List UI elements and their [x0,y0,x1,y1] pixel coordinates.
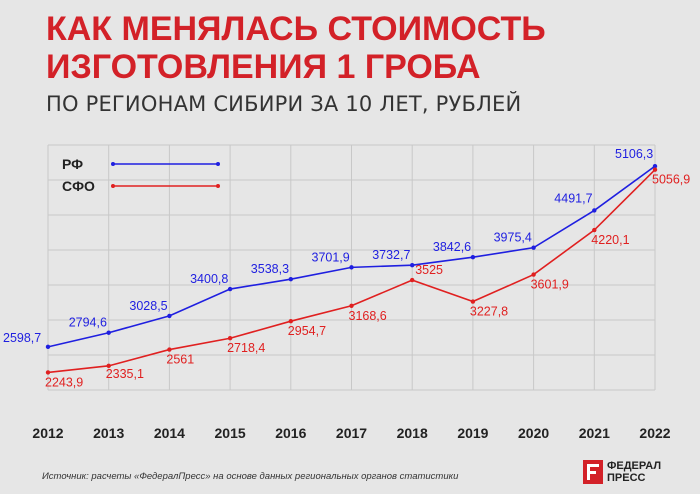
x-tick-label: 2017 [336,425,367,441]
data-point [410,262,415,268]
data-point [470,255,476,260]
legend-label: РФ [62,156,83,172]
legend-label: СФО [62,178,95,194]
data-label: 2598,7 [3,331,41,345]
data-point [652,167,658,172]
legend-marker [111,184,115,188]
x-tick-label: 2014 [154,425,185,441]
data-label: 5106,3 [615,147,653,161]
data-point [288,276,293,282]
x-tick-label: 2012 [32,425,63,441]
x-tick-label: 2022 [639,425,670,441]
data-point [106,363,111,369]
x-tick-label: 2013 [93,425,124,441]
data-point [227,336,233,341]
data-point [592,227,597,233]
data-label: 2718,4 [227,341,265,355]
data-point [410,277,415,283]
data-point [45,370,51,375]
data-label: 3732,7 [372,248,410,262]
data-point [45,344,51,350]
data-label: 3975,4 [494,231,532,245]
data-label: 2954,7 [288,324,326,338]
data-label: 3168,6 [349,309,387,323]
title-line-2: ИЗГОТОВЛЕНИЯ 1 ГРОБА [46,48,481,86]
data-label: 3701,9 [312,250,350,264]
data-label: 3400,8 [190,272,228,286]
chart-title: КАК МЕНЯЛАСЬ СТОИМОСТЬ ИЗГОТОВЛЕНИЯ 1 ГР… [46,10,646,86]
chart-subtitle: ПО РЕГИОНАМ СИБИРИ ЗА 10 ЛЕТ, РУБЛЕЙ [46,92,522,116]
data-point [349,303,354,308]
data-point [531,272,536,277]
data-label: 4220,1 [591,233,629,247]
data-point [592,208,597,213]
x-tick-label: 2019 [457,425,488,441]
legend-marker [111,162,115,166]
source-note: Источник: расчеты «ФедералПресс» на осно… [42,471,459,482]
logo-line-1: ФЕДЕРАЛ [607,460,662,472]
logo-wordmark: ФЕДЕРАЛ ПРЕСС [607,460,661,484]
data-label: 4491,7 [554,191,592,205]
x-tick-label: 2018 [397,425,428,441]
data-point [470,299,476,304]
x-tick-label: 2015 [215,425,246,441]
data-label: 2243,9 [45,375,83,389]
data-label: 2561 [166,353,194,367]
data-point [349,265,354,270]
x-tick-label: 2020 [518,425,549,441]
data-point [167,313,172,319]
data-label: 5056,9 [652,173,690,187]
federalpress-logo-icon [583,460,603,484]
title-line-1: КАК МЕНЯЛАСЬ СТОИМОСТЬ [46,10,546,48]
data-label: 3601,9 [531,278,569,292]
data-point [652,163,658,169]
logo-line-2: ПРЕСС [607,472,646,484]
data-point [167,347,172,352]
federalpress-logo: ФЕДЕРАЛ ПРЕСС [583,458,663,486]
data-label: 3538,3 [251,262,289,276]
data-label: 3028,5 [129,299,167,313]
data-label: 3525 [415,263,443,277]
data-label: 3842,6 [433,240,471,254]
legend-marker [216,162,220,166]
data-label: 2794,6 [69,316,107,330]
data-label: 2335,1 [106,367,144,381]
data-label: 3227,8 [470,305,508,319]
data-point [531,245,536,250]
data-point [288,319,293,324]
legend-marker [216,184,220,188]
data-point [227,286,233,292]
x-tick-label: 2016 [275,425,306,441]
data-point [106,330,111,335]
x-tick-label: 2021 [579,425,610,441]
